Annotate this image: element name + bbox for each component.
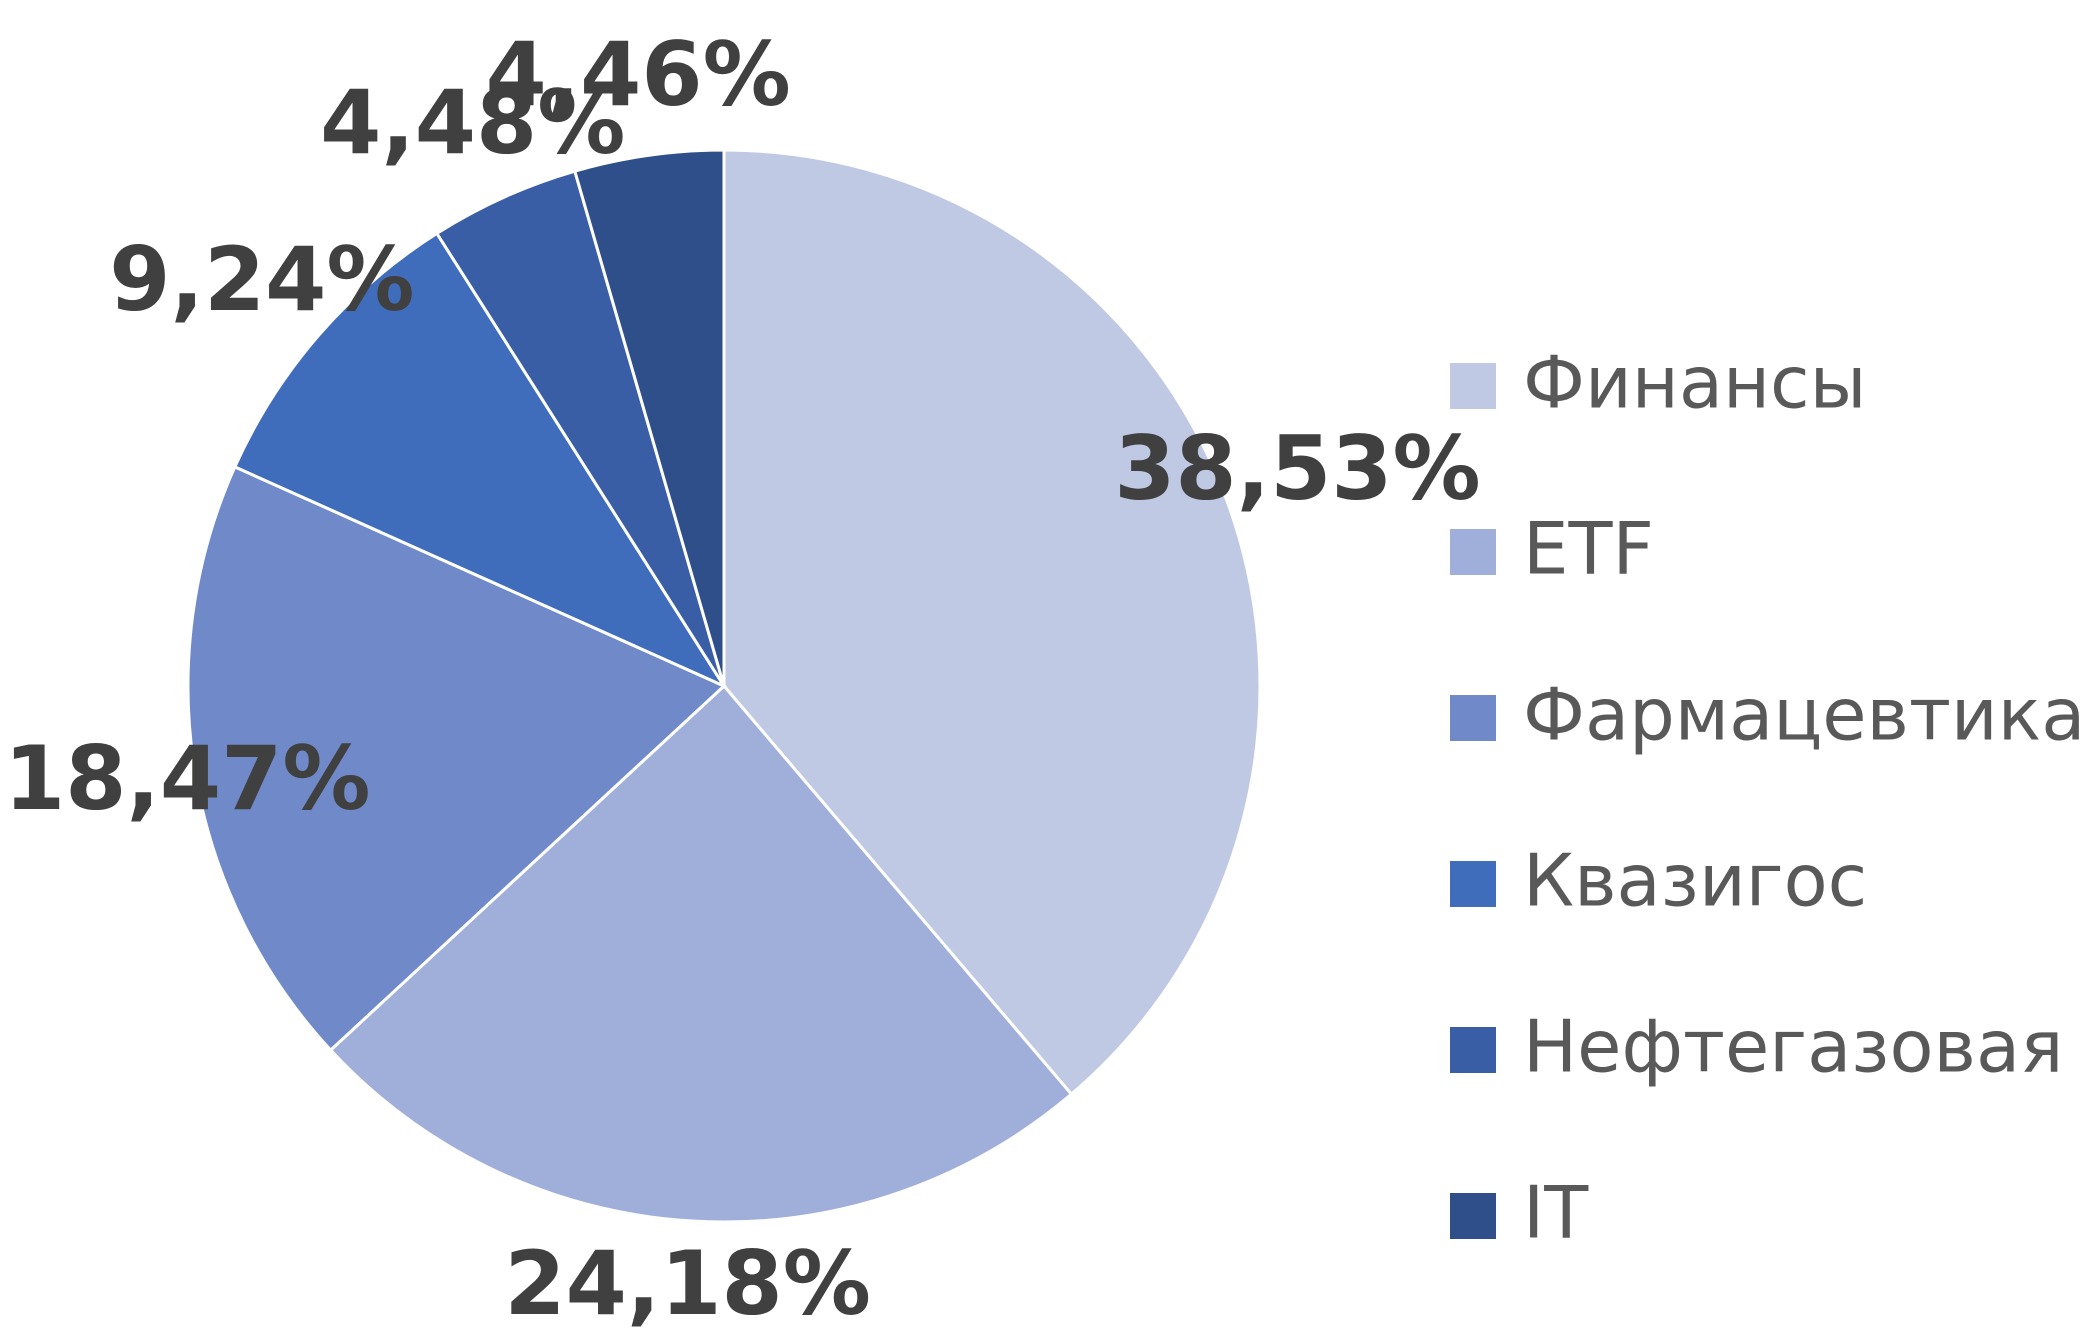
legend-swatch [1450, 861, 1496, 907]
legend-swatch [1450, 1027, 1496, 1073]
legend-label: IT [1523, 1171, 1589, 1255]
legend-label: Квазигос [1523, 839, 1867, 923]
legend-swatch [1450, 695, 1496, 741]
legend-swatch [1450, 1193, 1496, 1239]
legend-swatch [1450, 529, 1496, 575]
pie-slice [186, 464, 727, 1053]
data-label: 18,47% [4, 727, 371, 830]
data-label: 4,46% [485, 23, 790, 126]
legend-label: Финансы [1523, 341, 1866, 425]
data-label: 4,48% [320, 71, 625, 174]
pie-slice [328, 683, 1074, 1224]
pie-slice [722, 148, 1262, 1097]
legend-label: ETF [1523, 507, 1654, 591]
legend-label: Фармацевтика [1523, 673, 2085, 757]
data-label: 38,53% [1114, 417, 1481, 520]
pie-slice [232, 231, 728, 690]
data-label: 9,24% [109, 228, 414, 331]
data-label: 24,18% [504, 1232, 871, 1335]
legend-swatch [1450, 363, 1496, 409]
legend-label: Нефтегазовая [1523, 1005, 2063, 1089]
pie-slice [572, 148, 726, 687]
